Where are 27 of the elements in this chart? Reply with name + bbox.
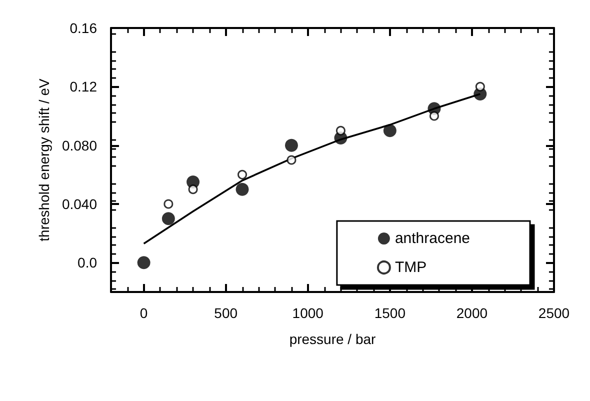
y-tick-label: 0.040 (62, 196, 98, 212)
point (284, 138, 298, 152)
point (164, 199, 174, 209)
legend-label: anthracene (394, 230, 470, 247)
legend-label: TMP (394, 259, 427, 276)
point (236, 182, 249, 196)
point (336, 126, 346, 136)
x-tick-label: 2500 (538, 305, 570, 321)
y-tick-label: 0.16 (70, 20, 98, 36)
point (475, 82, 485, 92)
point (238, 170, 248, 180)
point (286, 155, 296, 165)
point (188, 184, 198, 194)
x-tick-label: 500 (214, 305, 238, 321)
x-tick-label: 0 (140, 305, 148, 321)
y-tick-label: 0.0 (78, 254, 98, 271)
y-axis-title: threshold energy shift / eV (36, 78, 52, 242)
y-tick-label: 0.080 (62, 137, 98, 154)
point (137, 256, 150, 270)
point (162, 212, 175, 226)
x-axis-title: pressure / bar (289, 331, 376, 347)
x-tick-label: 1000 (292, 305, 324, 321)
point (429, 111, 439, 121)
y-tick-label: 0.12 (70, 78, 98, 95)
x-tick-label: 2000 (456, 305, 488, 321)
x-tick-label: 1500 (374, 305, 406, 321)
point (383, 124, 396, 138)
